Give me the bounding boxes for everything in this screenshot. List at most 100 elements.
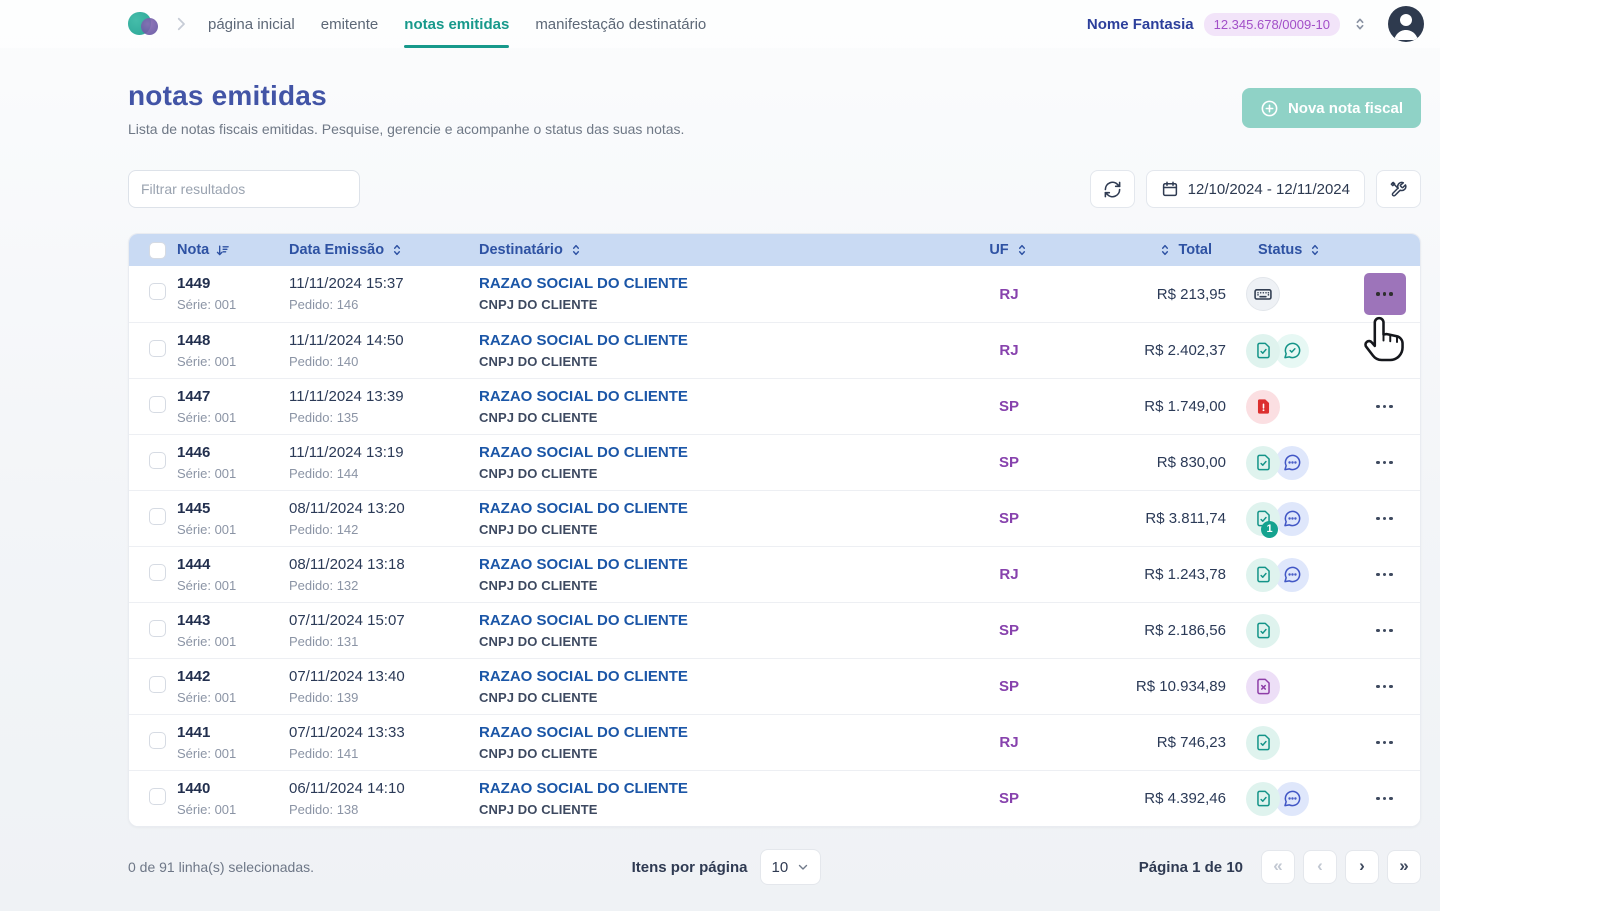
table-row: 1447 Série: 001 11/11/2024 13:39 Pedido:… [129, 378, 1420, 434]
refresh-button[interactable] [1089, 170, 1135, 208]
doc-check-icon[interactable] [1246, 445, 1280, 480]
recipient-name: RAZAO SOCIAL DO CLIENTE [479, 555, 688, 573]
recipient-cnpj: CNPJ DO CLIENTE [479, 633, 598, 649]
doc-check-icon[interactable] [1246, 333, 1280, 368]
nav-tab-manifestação-destinatário[interactable]: manifestação destinatário [535, 15, 707, 33]
user-avatar[interactable] [1388, 6, 1424, 42]
table-footer: 0 de 91 linha(s) selecionadas. Itens por… [128, 849, 1421, 885]
row-actions-button[interactable] [1364, 442, 1406, 484]
column-header-destinatario[interactable]: Destinatário [479, 242, 909, 258]
table-header-row: Nota Data Emissão Destinatário UF [129, 234, 1420, 266]
uf-state: SP [998, 678, 1019, 695]
row-actions-button[interactable] [1364, 386, 1406, 428]
row-actions-button[interactable] [1364, 554, 1406, 596]
table-row: 1448 Série: 001 11/11/2024 14:50 Pedido:… [129, 322, 1420, 378]
row-checkbox[interactable] [149, 675, 166, 693]
row-actions-button[interactable] [1364, 610, 1406, 652]
table-row: 1442 Série: 001 07/11/2024 13:40 Pedido:… [129, 658, 1420, 714]
doc-alert-icon[interactable] [1246, 389, 1280, 424]
row-actions-button[interactable] [1364, 498, 1406, 540]
emission-date: 08/11/2024 13:20 [289, 499, 405, 517]
column-header-uf[interactable]: UF [909, 242, 1109, 258]
next-page-button[interactable]: › [1345, 850, 1379, 884]
company-name[interactable]: Nome Fantasia [1086, 15, 1194, 33]
row-checkbox[interactable] [149, 619, 166, 637]
items-per-page-select[interactable]: 10 [760, 849, 822, 885]
select-all-checkbox[interactable] [149, 241, 166, 259]
chat-check-icon[interactable] [1275, 333, 1309, 368]
row-checkbox[interactable] [149, 451, 166, 469]
invoices-table: Nota Data Emissão Destinatário UF [128, 233, 1421, 827]
column-header-nota[interactable]: Nota [177, 242, 289, 258]
recipient-name: RAZAO SOCIAL DO CLIENTE [479, 499, 688, 517]
app-logo[interactable] [128, 8, 166, 40]
filter-input[interactable] [128, 170, 360, 208]
app-window: página inicial emitente notas emitidas mani… [0, 0, 1440, 911]
row-checkbox[interactable] [149, 563, 166, 581]
keyboard-icon[interactable] [1246, 277, 1280, 311]
column-header-total[interactable]: Total [1109, 242, 1234, 258]
row-checkbox[interactable] [149, 395, 166, 413]
table-row: 1445 Série: 001 08/11/2024 13:20 Pedido:… [129, 490, 1420, 546]
row-checkbox[interactable] [149, 283, 166, 300]
top-nav: página inicial emitente notas emitidas mani… [0, 0, 1440, 48]
doc-check-icon[interactable] [1246, 557, 1280, 592]
company-switcher-button[interactable] [1350, 14, 1370, 34]
doc-check-icon[interactable] [1246, 613, 1280, 648]
pagination: Página 1 de 10 «‹ ›» [1139, 850, 1421, 884]
status-cell [1234, 613, 1359, 648]
nav-tab-página-inicial[interactable]: página inicial [208, 15, 295, 33]
invoice-total: R$ 10.934,89 [1135, 678, 1226, 695]
first-page-button[interactable]: « [1261, 850, 1295, 884]
plus-circle-icon [1261, 100, 1278, 116]
invoice-number: 1449 [177, 275, 211, 293]
uf-state: RJ [999, 285, 1019, 303]
uf-state: RJ [999, 342, 1019, 359]
invoice-number: 1445 [177, 499, 211, 517]
chat-dots-icon[interactable] [1275, 501, 1309, 536]
row-checkbox[interactable] [149, 339, 166, 357]
invoice-total: R$ 213,95 [1156, 285, 1226, 303]
invoice-series: Série: 001 [177, 633, 237, 649]
doc-check-icon[interactable] [1246, 781, 1280, 816]
row-checkbox[interactable] [149, 787, 166, 805]
row-actions-button[interactable] [1364, 778, 1406, 820]
chat-dots-icon[interactable] [1275, 445, 1309, 480]
sort-toggle-icon [1312, 244, 1319, 256]
items-per-page: Itens por página 10 [632, 849, 822, 885]
uf-state: SP [998, 454, 1019, 471]
row-actions-button[interactable] [1364, 722, 1406, 764]
order-number: Pedido: 132 [289, 577, 359, 593]
row-checkbox[interactable] [149, 731, 166, 749]
previous-page-button[interactable]: ‹ [1303, 850, 1337, 884]
last-page-button[interactable]: » [1387, 850, 1421, 884]
nav-tab-emitente[interactable]: emitente [320, 15, 379, 33]
emission-date: 11/11/2024 13:39 [289, 387, 404, 405]
breadcrumb-chevron-icon [172, 15, 190, 33]
row-actions-button[interactable] [1363, 273, 1406, 315]
date-range-button[interactable]: 12/10/2024 - 12/11/2024 [1145, 170, 1365, 208]
column-header-status[interactable]: Status [1234, 242, 1359, 258]
row-actions-button[interactable] [1364, 330, 1406, 372]
uf-state: RJ [999, 566, 1019, 583]
recipient-cnpj: CNPJ DO CLIENTE [479, 409, 598, 425]
status-cell [1234, 781, 1359, 816]
chat-dots-icon[interactable] [1275, 781, 1309, 816]
column-header-data-emissao[interactable]: Data Emissão [289, 242, 479, 258]
emission-date: 07/11/2024 13:40 [289, 667, 405, 685]
doc-cancel-icon[interactable] [1246, 669, 1280, 704]
tools-icon [1390, 181, 1407, 197]
company-cnpj-badge[interactable]: 12.345.678/0009-10 [1203, 12, 1340, 36]
doc-check-icon[interactable] [1246, 725, 1280, 760]
nav-tab-notas-emitidas[interactable]: notas emitidas [404, 0, 510, 48]
row-checkbox[interactable] [149, 507, 166, 525]
chevron-down-icon [798, 864, 808, 870]
unfold-icon [1356, 18, 1364, 30]
recipient-name: RAZAO SOCIAL DO CLIENTE [479, 275, 688, 293]
row-actions-button[interactable] [1364, 666, 1406, 708]
table-row: 1440 Série: 001 06/11/2024 14:10 Pedido:… [129, 770, 1420, 826]
new-invoice-button[interactable]: Nova nota fiscal [1241, 88, 1421, 128]
settings-tools-button[interactable] [1376, 170, 1421, 208]
page-subtitle: Lista de notas fiscais emitidas. Pesquis… [128, 121, 685, 137]
chat-dots-icon[interactable] [1275, 557, 1309, 592]
